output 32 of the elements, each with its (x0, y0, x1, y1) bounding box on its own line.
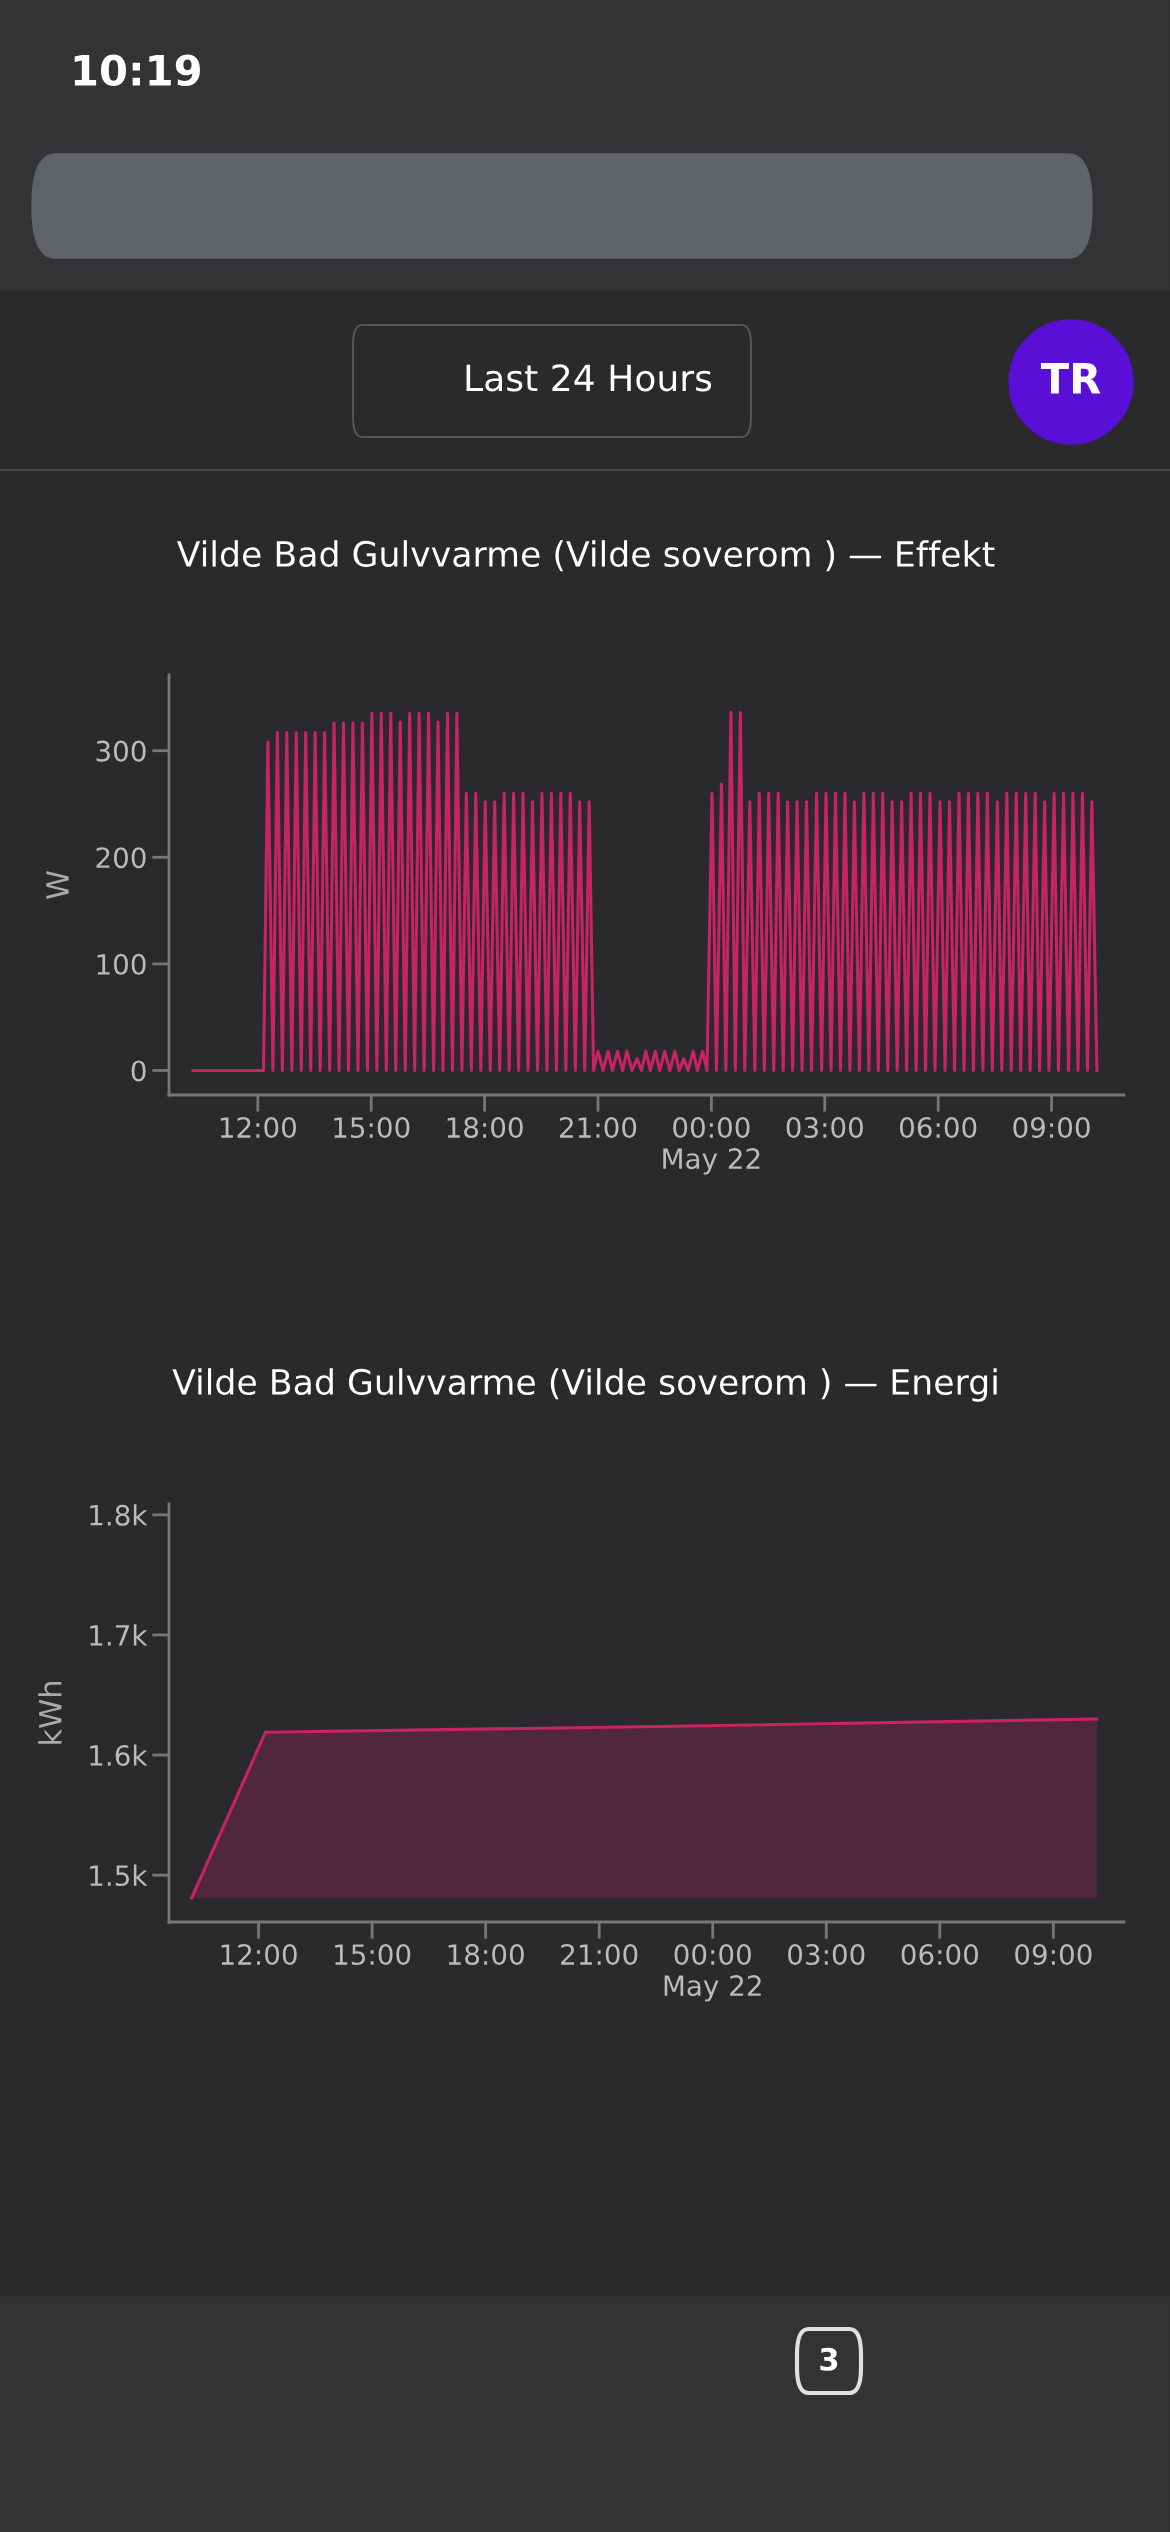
x-tick-label: 03:00 (788, 1944, 865, 1966)
y-tick-label: 100 (97, 953, 146, 975)
y-tick-label: 1.7k (90, 1624, 148, 1646)
x-tick-label: 00:00 May 22 (663, 1117, 760, 1175)
text: 3 (820, 2347, 838, 2371)
y-tick-label: 0 (131, 1060, 146, 1082)
text: TR (1040, 363, 1101, 394)
x-tick-label: 06:00 (899, 1117, 977, 1139)
x-tick-label: 06:00 (901, 1944, 978, 1966)
y-tick-label: 200 (96, 847, 146, 869)
y-axis-title: kWh (38, 1681, 62, 1744)
x-tick-label: 18:00 (448, 1944, 524, 1966)
y-tick-label: 300 (96, 740, 146, 762)
x-tick-label: 12:00 (221, 1944, 297, 1966)
x-tick-label: 00:00 May 22 (664, 1944, 761, 2002)
x-tick-label: 15:00 (334, 1117, 410, 1139)
x-tick-label: 18:00 (447, 1117, 523, 1139)
x-tick-label: 09:00 (1015, 1944, 1092, 1966)
x-tick-label: 21:00 (560, 1117, 637, 1139)
y-tick-label: 1.5k (90, 1864, 148, 1887)
x-tick-label: 21:00 (561, 1944, 638, 1966)
y-tick-label: 1.6k (90, 1744, 148, 1766)
chart-title: Vilde Bad Gulvvarme (Vilde soverom ) — Energi (172, 1368, 997, 1402)
y-tick-label: 1.8k (90, 1504, 148, 1526)
x-tick-label: 12:00 (220, 1117, 296, 1139)
x-tick-label: 09:00 (1013, 1117, 1090, 1139)
x-tick-label: 03:00 (786, 1117, 863, 1139)
y-axis-title: W (46, 870, 69, 900)
x-tick-label: 15:00 (335, 1944, 411, 1966)
text: Last 24 Hours (466, 364, 712, 392)
chart-title: Vilde Bad Gulvvarme (Vilde soverom ) — Effekt (176, 540, 995, 572)
text: 10:19 (74, 54, 200, 87)
